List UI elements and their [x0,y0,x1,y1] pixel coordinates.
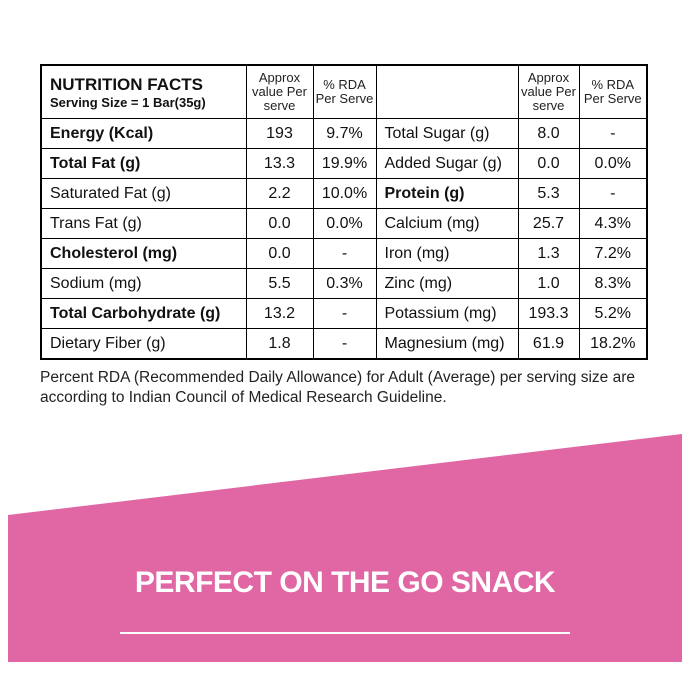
nutrient-name: Magnesium (mg) [375,328,519,360]
table-row: Cholesterol (mg) 0.0- Iron (mg) 1.3 7.2% [40,238,648,269]
table-row: Sodium (mg) 5.5 0.3% Zinc (mg) 1.0 8.3% [40,268,648,299]
nutrient-name: Zinc (mg) [375,268,519,299]
rda-cell: 5.2% [578,298,648,329]
rda-cell: - [312,298,377,329]
header-cell: NUTRITION FACTS Serving Size = 1 Bar(35g) [40,64,247,119]
pink-band [8,434,682,662]
value-cell: 1.0 [517,268,580,299]
rda-cell: 0.3% [312,268,377,299]
table-row: Total Fat (g) 13.3 19.9% Added Sugar (g) 0.0… [40,148,648,179]
footnote: Percent RDA (Recommended Daily Allowance… [40,369,636,406]
nutrient-name: Calcium (mg) [375,208,519,239]
rda-cell: 0.0% [578,148,648,179]
value-cell: 13.2 [245,298,314,329]
rda-cell: - [578,178,648,209]
rda-cell: 10.0% [312,178,377,209]
rda-cell: 8.3% [578,268,648,299]
table-row: Energy (Kcal) 193 9.7% Total Sugar (g) 8.0- [40,118,648,149]
value-cell: 8.0 [517,118,580,149]
nutrient-name: Potassium (mg) [375,298,519,329]
header-row: NUTRITION FACTS Serving Size = 1 Bar(35g)… [40,64,648,119]
nutrient-name: Trans Fat (g) [40,208,247,239]
value-cell: 61.9 [517,328,580,360]
nutrient-name: Sodium (mg) [40,268,247,299]
value-cell: 13.3 [245,148,314,179]
value-cell: 0.0 [245,238,314,269]
nutrient-name: Iron (mg) [375,238,519,269]
rda-cell: 18.2% [578,328,648,360]
rda-cell: 7.2% [578,238,648,269]
rda-cell: - [312,238,377,269]
nutrient-name: Total Sugar (g) [375,118,519,149]
serving-size: Serving Size = 1 Bar(35g) [50,94,206,110]
rda-cell: 19.9% [312,148,377,179]
value-cell: 0.0 [245,208,314,239]
nutrient-name: Saturated Fat (g) [40,178,247,209]
table-row: Dietary Fiber (g) 1.8- Magnesium (mg) 61.9 1… [40,328,648,360]
column-header: % RDA Per Serve [578,64,648,119]
value-cell: 1.8 [245,328,314,360]
rda-cell: - [312,328,377,360]
nutrient-name: Dietary Fiber (g) [40,328,247,360]
title: NUTRITION FACTS [50,74,203,94]
value-cell: 0.0 [517,148,580,179]
value-cell: 25.7 [517,208,580,239]
table-row: Trans Fat (g) 0.0 0.0% Calcium (mg) 25.7 4.3% [40,208,648,239]
table-row: Total Carbohydrate (g) 13.2- Potassium (mg… [40,298,648,329]
rda-cell: 0.0% [312,208,377,239]
value-cell: 193.3 [517,298,580,329]
nutrition-table: NUTRITION FACTS Serving Size = 1 Bar(35g)… [40,64,648,360]
nutrient-name: Added Sugar (g) [375,148,519,179]
value-cell: 5.5 [245,268,314,299]
table-row: Saturated Fat (g) 2.2 10.0% Protein (g) 5.3- [40,178,648,209]
value-cell: 193 [245,118,314,149]
banner-text: PERFECT ON THE GO SNACK [134,566,556,599]
column-header: Approx value Per serve [245,64,314,119]
value-cell: 2.2 [245,178,314,209]
column-header: % RDA Per Serve [312,64,377,119]
value-cell: 1.3 [517,238,580,269]
nutrient-name: Total Carbohydrate (g) [40,298,247,329]
header-cell [375,64,519,119]
nutrient-name: Cholesterol (mg) [40,238,247,269]
nutrient-name: Energy (Kcal) [40,118,247,149]
column-header: Approx value Per serve [517,64,580,119]
nutrient-name: Protein (g) [375,178,519,209]
rda-cell: - [578,118,648,149]
value-cell: 5.3 [517,178,580,209]
nutrient-name: Total Fat (g) [40,148,247,179]
rda-cell: 4.3% [578,208,648,239]
rda-cell: 9.7% [312,118,377,149]
